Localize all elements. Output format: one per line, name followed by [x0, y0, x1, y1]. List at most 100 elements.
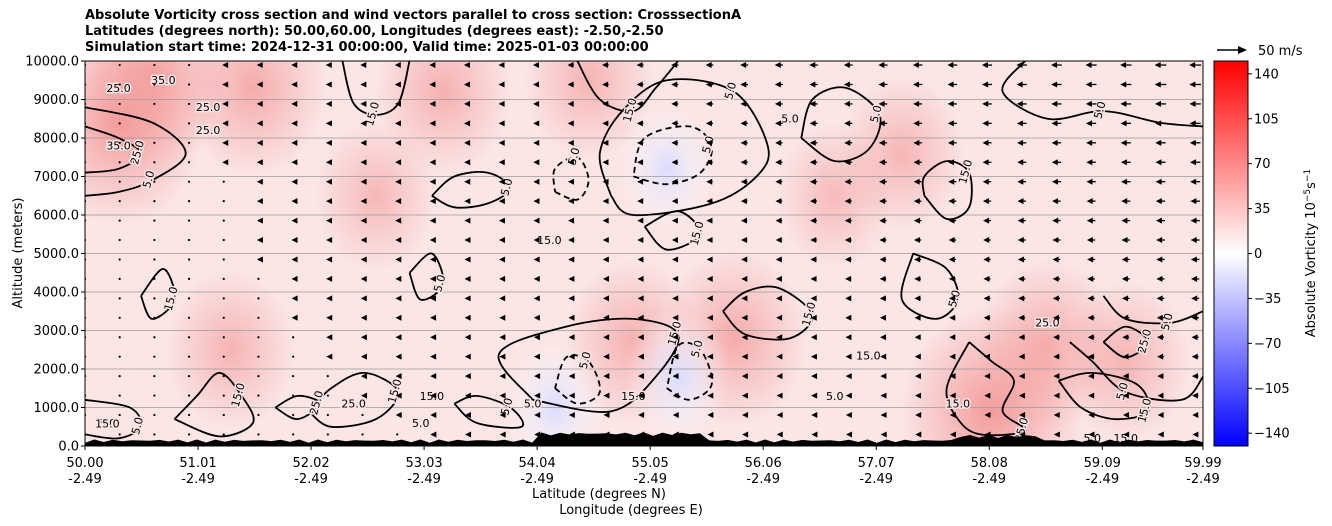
wind-vector-head-584	[1088, 373, 1095, 380]
wind-vector-head-452	[844, 217, 851, 224]
wind-vector-72	[187, 200, 191, 203]
wind-vector-76	[187, 122, 191, 125]
wind-vector-head-352	[671, 217, 678, 224]
contour-inline-label-17: 5.0	[781, 113, 799, 126]
contour-inline-label-7: 25.0	[1035, 317, 1060, 330]
wind-vector-head-593	[1086, 198, 1093, 205]
wind-vector-head-457	[844, 120, 851, 127]
wind-vector-head-533	[982, 198, 989, 205]
wind-vector-86	[222, 316, 225, 319]
wind-vector-head-516	[947, 139, 954, 146]
wind-vector-head-100	[222, 62, 229, 69]
wind-vector-head-153	[326, 198, 333, 205]
wind-vector-head-538	[982, 100, 989, 107]
wind-vector-head-595	[1086, 159, 1093, 166]
wind-vector-head-563	[1053, 392, 1060, 399]
wind-vector-head-659	[1189, 81, 1196, 88]
wind-vector-60	[187, 433, 191, 436]
wind-vector-head-296	[567, 139, 574, 146]
wind-vector-head-160	[325, 62, 332, 69]
wind-vector-head-311	[602, 237, 609, 244]
wind-vector-88	[222, 277, 225, 281]
wind-vector-head-362	[707, 412, 714, 419]
wind-vector-head-198	[394, 100, 401, 107]
contour-inline-label-9: 5.0	[99, 417, 117, 430]
wind-vector-head-446	[845, 334, 852, 341]
wind-vector-head-360	[671, 62, 678, 69]
wind-vector-head-133	[291, 198, 298, 205]
wind-vector-head-132	[291, 217, 298, 224]
wind-vector-head-611	[1121, 237, 1128, 244]
wind-vector-head-326	[637, 334, 644, 341]
wind-vector-82	[222, 394, 225, 397]
wind-vector-head-655	[1190, 159, 1197, 166]
wind-vector-head-134	[291, 178, 298, 185]
wind-vector-head-474	[879, 178, 886, 185]
wind-vector-head-267	[533, 314, 540, 321]
wind-vector-head-356	[671, 139, 678, 146]
wind-vector-head-566	[1053, 334, 1060, 341]
wind-vector-head-628	[1156, 295, 1163, 302]
wind-vector-head-578	[1051, 100, 1058, 107]
wind-vector-head-176	[360, 139, 367, 146]
contour-inline-label-6: 15.0	[856, 349, 881, 362]
wind-vector-head-349	[672, 275, 679, 282]
wind-vector-head-318	[602, 100, 609, 107]
wind-vector-head-499	[913, 81, 920, 88]
wind-vector-104	[257, 355, 260, 358]
contour-5	[632, 125, 713, 186]
wind-vector-35	[118, 141, 121, 144]
wind-vector-head-374	[706, 178, 713, 185]
wind-vector-head-616	[1120, 139, 1127, 146]
wind-vector-head-177	[360, 120, 367, 127]
wind-vector-head-285	[568, 353, 575, 360]
wind-vector-head-618	[1120, 100, 1127, 107]
contour-17	[1102, 295, 1203, 325]
wind-vector-head-97	[222, 120, 229, 127]
x-tick-lon-6: -2.49	[746, 472, 780, 487]
wind-vector-head-551	[1017, 237, 1024, 244]
wind-vector-head-528	[983, 295, 990, 302]
wind-vector-head-275	[533, 159, 540, 166]
contour-24	[274, 394, 321, 420]
wind-vector-head-613	[1121, 198, 1128, 205]
colorbar-tick-label-1: 105	[1254, 112, 1279, 127]
x-tick-lat-6: 56.06	[745, 456, 782, 471]
wind-vector-63	[187, 375, 191, 378]
wind-vector-head-651	[1190, 237, 1197, 244]
wind-vector-head-580	[1051, 62, 1058, 69]
colorbar-tick-label-6: −70	[1254, 337, 1281, 352]
wind-vector-head-658	[1189, 100, 1196, 107]
wind-vector-head-288	[568, 295, 575, 302]
wind-vector-head-535	[982, 159, 989, 166]
wind-vector-32	[118, 200, 121, 203]
wind-vector-head-468	[879, 295, 886, 302]
wind-vector-head-262	[534, 412, 541, 419]
wind-vector-head-592	[1086, 217, 1093, 224]
wind-vector-head-271	[533, 237, 540, 244]
wind-vector-61	[187, 413, 191, 417]
contour-label-20: 5.0	[129, 416, 146, 436]
wind-vector-head-323	[638, 392, 645, 399]
wind-vector-head-562	[1053, 412, 1060, 419]
wind-vector-41	[153, 413, 156, 417]
contour-label-12: 5.0	[577, 350, 594, 370]
wind-vector-head-200	[394, 62, 401, 69]
wind-vector-head-381	[742, 431, 749, 438]
y-axis: 0.0 1000.0 2000.0 3000.0 4000.0 5000.0 6000.0 7…	[25, 55, 85, 455]
wind-vector-head-464	[880, 373, 887, 380]
wind-vector-head-372	[706, 217, 713, 224]
wind-vector-54	[153, 161, 156, 164]
wind-vector-head-509	[948, 275, 955, 282]
wind-vector-head-478	[878, 100, 885, 107]
wind-vector-head-265	[534, 353, 541, 360]
wind-vector-head-598	[1085, 100, 1092, 107]
wind-vector-head-95	[222, 159, 229, 166]
wind-vector-head-214	[429, 178, 436, 185]
contour-inline-label-11: 5.0	[412, 417, 430, 430]
x-tick-lat-1: 51.01	[179, 456, 216, 471]
wind-vector-head-427	[810, 314, 817, 321]
wind-vector-head-293	[568, 198, 575, 205]
wind-vector-161	[361, 413, 364, 417]
wind-vector-101	[257, 413, 260, 417]
